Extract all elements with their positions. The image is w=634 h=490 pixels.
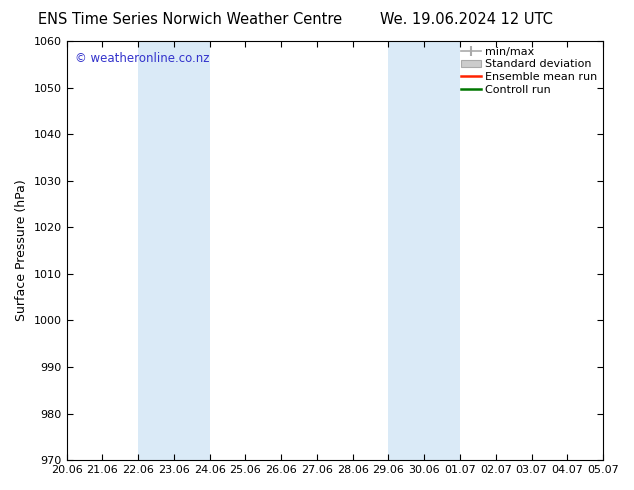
Text: © weatheronline.co.nz: © weatheronline.co.nz — [75, 51, 209, 65]
Text: ENS Time Series Norwich Weather Centre: ENS Time Series Norwich Weather Centre — [38, 12, 342, 27]
Y-axis label: Surface Pressure (hPa): Surface Pressure (hPa) — [15, 180, 28, 321]
Bar — [389, 41, 460, 460]
Legend: min/max, Standard deviation, Ensemble mean run, Controll run: min/max, Standard deviation, Ensemble me… — [456, 42, 602, 99]
Bar — [138, 41, 210, 460]
Text: We. 19.06.2024 12 UTC: We. 19.06.2024 12 UTC — [380, 12, 552, 27]
